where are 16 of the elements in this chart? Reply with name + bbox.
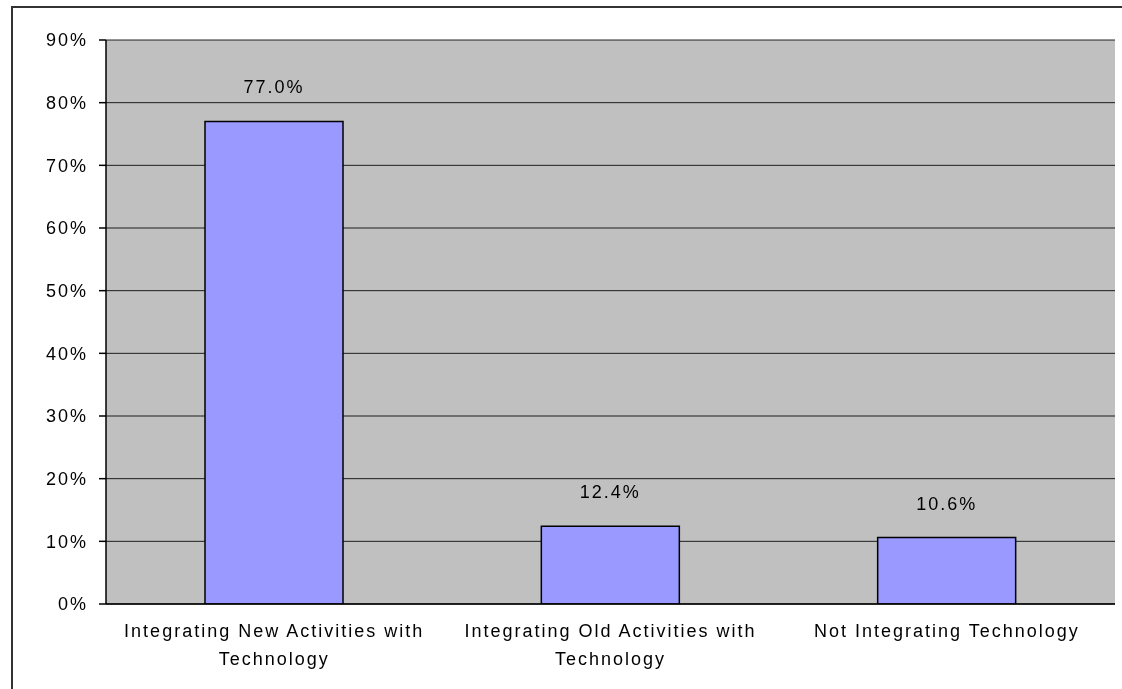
x-tick-label: Integrating New Activities with Technology: [124, 620, 425, 669]
y-tick-label: 70%: [45, 155, 88, 176]
y-tick-label: 90%: [45, 30, 88, 51]
data-label: 10.6%: [916, 493, 978, 514]
y-tick-label: 0%: [57, 594, 88, 615]
data-label: 12.4%: [579, 482, 641, 503]
y-tick-label: 10%: [45, 531, 88, 552]
y-tick-label: 40%: [45, 343, 88, 364]
y-tick-label: 60%: [45, 218, 88, 239]
y-tick-label: 30%: [45, 406, 88, 427]
y-tick-label: 20%: [45, 469, 88, 490]
x-tick-label: Not Integrating Technology: [813, 620, 1080, 641]
y-tick-label: 80%: [45, 93, 88, 114]
data-label: 77.0%: [243, 77, 305, 98]
x-tick-label: Integrating Old Activities with Technology: [464, 620, 757, 669]
y-tick-label: 50%: [45, 281, 88, 302]
